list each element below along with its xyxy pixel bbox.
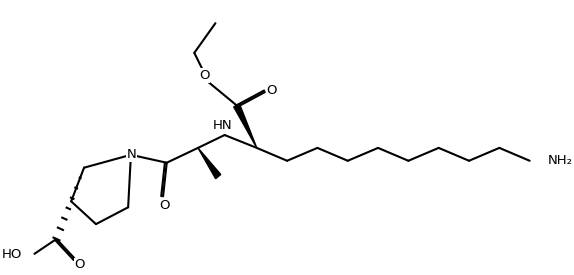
- Text: HO: HO: [2, 248, 22, 261]
- Text: O: O: [74, 258, 85, 271]
- Text: O: O: [266, 84, 277, 97]
- Text: NH₂: NH₂: [548, 154, 573, 167]
- Polygon shape: [198, 148, 221, 179]
- Text: N: N: [127, 148, 137, 161]
- Text: HN: HN: [213, 119, 232, 132]
- Text: O: O: [199, 69, 210, 82]
- Text: O: O: [160, 199, 170, 212]
- Polygon shape: [234, 104, 257, 148]
